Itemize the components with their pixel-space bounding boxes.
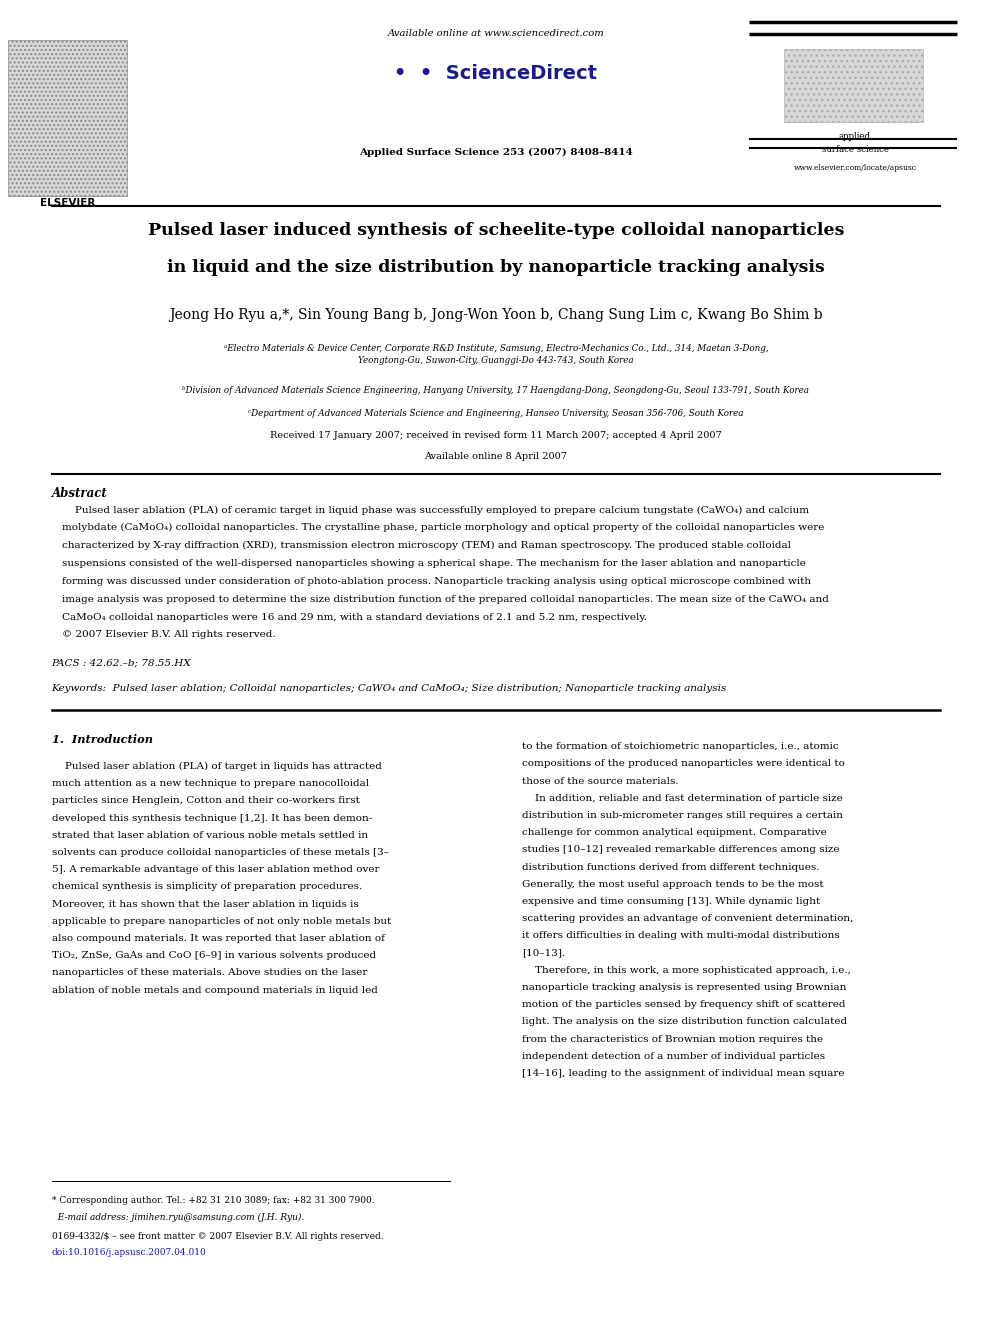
Text: Available online at www.sciencedirect.com: Available online at www.sciencedirect.co… xyxy=(388,29,604,38)
Text: characterized by X-ray diffraction (XRD), transmission electron microscopy (TEM): characterized by X-ray diffraction (XRD)… xyxy=(62,541,791,550)
Text: doi:10.1016/j.apsusc.2007.04.010: doi:10.1016/j.apsusc.2007.04.010 xyxy=(52,1249,206,1257)
Text: to the formation of stoichiometric nanoparticles, i.e., atomic: to the formation of stoichiometric nanop… xyxy=(522,742,838,751)
Text: nanoparticles of these materials. Above studies on the laser: nanoparticles of these materials. Above … xyxy=(52,968,367,978)
Text: suspensions consisted of the well-dispersed nanoparticles showing a spherical sh: suspensions consisted of the well-disper… xyxy=(62,558,806,568)
Text: CaMoO₄ colloidal nanoparticles were 16 and 29 nm, with a standard deviations of : CaMoO₄ colloidal nanoparticles were 16 a… xyxy=(62,613,647,622)
Text: ELSEVIER: ELSEVIER xyxy=(40,198,95,209)
Text: Therefore, in this work, a more sophisticated approach, i.e.,: Therefore, in this work, a more sophisti… xyxy=(522,966,851,975)
Text: light. The analysis on the size distribution function calculated: light. The analysis on the size distribu… xyxy=(522,1017,847,1027)
Text: applied
surface science: applied surface science xyxy=(821,132,889,153)
Text: TiO₂, ZnSe, GaAs and CoO [6–9] in various solvents produced: TiO₂, ZnSe, GaAs and CoO [6–9] in variou… xyxy=(52,951,376,960)
Text: Pulsed laser ablation (PLA) of ceramic target in liquid phase was successfully e: Pulsed laser ablation (PLA) of ceramic t… xyxy=(62,505,808,515)
Text: chemical synthesis is simplicity of preparation procedures.: chemical synthesis is simplicity of prep… xyxy=(52,882,362,892)
Text: Received 17 January 2007; received in revised form 11 March 2007; accepted 4 Apr: Received 17 January 2007; received in re… xyxy=(270,431,722,441)
Text: www.elsevier.com/locate/apsusc: www.elsevier.com/locate/apsusc xyxy=(794,164,917,172)
Text: distribution in sub-micrometer ranges still requires a certain: distribution in sub-micrometer ranges st… xyxy=(522,811,843,820)
Text: 5]. A remarkable advantage of this laser ablation method over: 5]. A remarkable advantage of this laser… xyxy=(52,865,379,875)
Text: Applied Surface Science 253 (2007) 8408–8414: Applied Surface Science 253 (2007) 8408–… xyxy=(359,148,633,157)
Text: particles since Henglein, Cotton and their co-workers first: particles since Henglein, Cotton and the… xyxy=(52,796,359,806)
Text: forming was discussed under consideration of photo-ablation process. Nanoparticl: forming was discussed under consideratio… xyxy=(62,577,810,586)
Text: challenge for common analytical equipment. Comparative: challenge for common analytical equipmen… xyxy=(522,828,826,837)
Text: image analysis was proposed to determine the size distribution function of the p: image analysis was proposed to determine… xyxy=(62,595,828,603)
Text: solvents can produce colloidal nanoparticles of these metals [3–: solvents can produce colloidal nanoparti… xyxy=(52,848,389,857)
Text: [14–16], leading to the assignment of individual mean square: [14–16], leading to the assignment of in… xyxy=(522,1069,844,1078)
Text: E-mail address: jimihen.ryu@samsung.com (J.H. Ryu).: E-mail address: jimihen.ryu@samsung.com … xyxy=(52,1212,304,1221)
Text: ᵃElectro Materials & Device Center, Corporate R&D Institute, Samsung, Electro-Me: ᵃElectro Materials & Device Center, Corp… xyxy=(223,344,769,365)
Text: also compound materials. It was reported that laser ablation of: also compound materials. It was reported… xyxy=(52,934,385,943)
Text: strated that laser ablation of various noble metals settled in: strated that laser ablation of various n… xyxy=(52,831,368,840)
Text: Available online 8 April 2007: Available online 8 April 2007 xyxy=(425,452,567,462)
Text: Abstract: Abstract xyxy=(52,487,107,500)
Text: ablation of noble metals and compound materials in liquid led: ablation of noble metals and compound ma… xyxy=(52,986,378,995)
Text: In addition, reliable and fast determination of particle size: In addition, reliable and fast determina… xyxy=(522,794,842,803)
Text: •  •  ScienceDirect: • • ScienceDirect xyxy=(395,64,597,82)
Text: expensive and time consuming [13]. While dynamic light: expensive and time consuming [13]. While… xyxy=(522,897,820,906)
Text: Jeong Ho Ryu a,*, Sin Young Bang b, Jong-Won Yoon b, Chang Sung Lim c, Kwang Bo : Jeong Ho Ryu a,*, Sin Young Bang b, Jong… xyxy=(170,308,822,323)
Text: scattering provides an advantage of convenient determination,: scattering provides an advantage of conv… xyxy=(522,914,853,923)
Text: in liquid and the size distribution by nanoparticle tracking analysis: in liquid and the size distribution by n… xyxy=(167,259,825,277)
Text: applicable to prepare nanoparticles of not only noble metals but: applicable to prepare nanoparticles of n… xyxy=(52,917,391,926)
Text: much attention as a new technique to prepare nanocolloidal: much attention as a new technique to pre… xyxy=(52,779,369,789)
Text: [10–13].: [10–13]. xyxy=(522,949,565,958)
Text: * Corresponding author. Tel.: +82 31 210 3089; fax: +82 31 300 7900.: * Corresponding author. Tel.: +82 31 210… xyxy=(52,1196,374,1205)
Text: © 2007 Elsevier B.V. All rights reserved.: © 2007 Elsevier B.V. All rights reserved… xyxy=(62,631,275,639)
Text: ᶜDepartment of Advanced Materials Science and Engineering, Hanseo University, Se: ᶜDepartment of Advanced Materials Scienc… xyxy=(248,409,744,418)
Text: Generally, the most useful approach tends to be the most: Generally, the most useful approach tend… xyxy=(522,880,823,889)
Text: studies [10–12] revealed remarkable differences among size: studies [10–12] revealed remarkable diff… xyxy=(522,845,839,855)
Text: compositions of the produced nanoparticles were identical to: compositions of the produced nanoparticl… xyxy=(522,759,844,769)
Text: 0169-4332/$ – see front matter © 2007 Elsevier B.V. All rights reserved.: 0169-4332/$ – see front matter © 2007 El… xyxy=(52,1232,383,1241)
Text: distribution functions derived from different techniques.: distribution functions derived from diff… xyxy=(522,863,819,872)
Text: motion of the particles sensed by frequency shift of scattered: motion of the particles sensed by freque… xyxy=(522,1000,845,1009)
Text: Pulsed laser induced synthesis of scheelite-type colloidal nanoparticles: Pulsed laser induced synthesis of scheel… xyxy=(148,222,844,239)
Text: Moreover, it has shown that the laser ablation in liquids is: Moreover, it has shown that the laser ab… xyxy=(52,900,358,909)
Text: from the characteristics of Brownian motion requires the: from the characteristics of Brownian mot… xyxy=(522,1035,823,1044)
Text: Pulsed laser ablation (PLA) of target in liquids has attracted: Pulsed laser ablation (PLA) of target in… xyxy=(52,762,382,771)
Text: 1.  Introduction: 1. Introduction xyxy=(52,734,153,745)
Text: developed this synthesis technique [1,2]. It has been demon-: developed this synthesis technique [1,2]… xyxy=(52,814,372,823)
Text: PACS : 42.62.–b; 78.55.HX: PACS : 42.62.–b; 78.55.HX xyxy=(52,659,191,668)
Text: independent detection of a number of individual particles: independent detection of a number of ind… xyxy=(522,1052,825,1061)
Text: those of the source materials.: those of the source materials. xyxy=(522,777,679,786)
Text: Keywords:  Pulsed laser ablation; Colloidal nanoparticles; CaWO₄ and CaMoO₄; Siz: Keywords: Pulsed laser ablation; Colloid… xyxy=(52,684,727,693)
Text: molybdate (CaMoO₄) colloidal nanoparticles. The crystalline phase, particle morp: molybdate (CaMoO₄) colloidal nanoparticl… xyxy=(62,523,824,532)
Bar xyxy=(784,49,923,122)
Text: nanoparticle tracking analysis is represented using Brownian: nanoparticle tracking analysis is repres… xyxy=(522,983,846,992)
Text: ᵇDivision of Advanced Materials Science Engineering, Hanyang University, 17 Haen: ᵇDivision of Advanced Materials Science … xyxy=(183,386,809,396)
Text: it offers difficulties in dealing with multi-modal distributions: it offers difficulties in dealing with m… xyxy=(522,931,839,941)
Bar xyxy=(8,40,127,196)
